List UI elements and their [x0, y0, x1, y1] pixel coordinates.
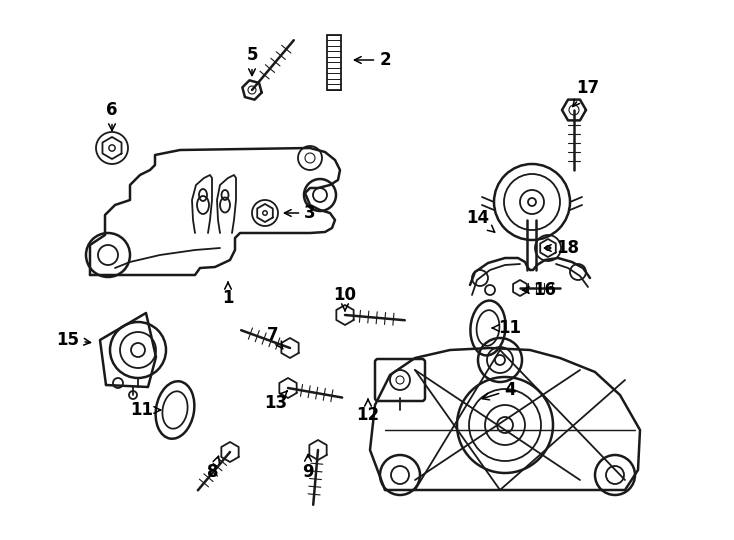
Text: 3: 3 — [285, 204, 316, 222]
Text: 11: 11 — [493, 319, 521, 337]
Text: 9: 9 — [302, 455, 314, 481]
Text: 17: 17 — [573, 79, 600, 106]
Text: 14: 14 — [466, 209, 495, 232]
Text: 8: 8 — [207, 456, 219, 481]
Text: 13: 13 — [264, 391, 288, 412]
Bar — [327, 35, 341, 90]
Text: 16: 16 — [523, 281, 556, 299]
Text: 12: 12 — [357, 400, 379, 424]
Text: 15: 15 — [57, 331, 90, 349]
Text: 18: 18 — [545, 239, 580, 257]
Text: 7: 7 — [267, 326, 283, 349]
Text: 6: 6 — [106, 101, 117, 131]
Text: 5: 5 — [246, 46, 258, 76]
Text: 1: 1 — [222, 282, 233, 307]
Text: 4: 4 — [482, 381, 516, 400]
Text: 10: 10 — [333, 286, 357, 310]
Text: 2: 2 — [355, 51, 390, 69]
Text: 11: 11 — [131, 401, 161, 419]
